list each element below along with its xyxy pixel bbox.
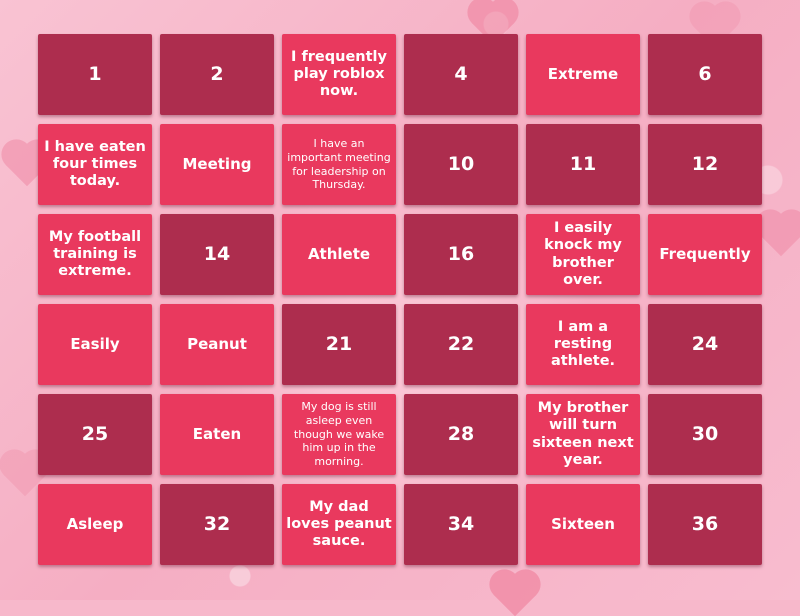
tile-18[interactable]: Frequently <box>648 214 762 295</box>
tile-label: 32 <box>203 513 231 536</box>
tile-label: 6 <box>698 63 712 86</box>
tile-label: Meeting <box>182 154 252 173</box>
tile-26[interactable]: Eaten <box>160 394 274 475</box>
tile-13[interactable]: My football training is extreme. <box>38 214 152 295</box>
tile-17[interactable]: I easily knock my brother over. <box>526 214 640 295</box>
tile-label: I am a resting athlete. <box>550 318 616 370</box>
tile-34[interactable]: 34 <box>404 484 518 565</box>
tile-label: 14 <box>203 243 231 266</box>
tile-label: I have eaten four times today. <box>44 138 146 190</box>
tile-19[interactable]: Easily <box>38 304 152 385</box>
heart-icon <box>493 573 537 616</box>
tile-label: 4 <box>454 63 468 86</box>
tile-15[interactable]: Athlete <box>282 214 396 295</box>
tile-label: Sixteen <box>551 514 615 533</box>
tile-32[interactable]: 32 <box>160 484 274 565</box>
tile-5[interactable]: Extreme <box>526 34 640 115</box>
tile-label: My dog is still asleep even though we wa… <box>293 400 385 469</box>
tile-29[interactable]: My brother will turn sixteen next year. <box>526 394 640 475</box>
tile-31[interactable]: Asleep <box>38 484 152 565</box>
tile-27[interactable]: My dog is still asleep even though we wa… <box>282 394 396 475</box>
tile-33[interactable]: My dad loves peanut sauce. <box>282 484 396 565</box>
tile-24[interactable]: 24 <box>648 304 762 385</box>
tile-label: 2 <box>210 63 224 86</box>
tile-21[interactable]: 21 <box>282 304 396 385</box>
tile-label: Easily <box>70 334 120 353</box>
tile-label: 34 <box>447 513 475 536</box>
tile-label: 24 <box>691 333 719 356</box>
tile-label: I have an important meeting for leadersh… <box>287 137 391 192</box>
tile-label: Eaten <box>192 424 242 443</box>
tile-22[interactable]: 22 <box>404 304 518 385</box>
tile-label: 16 <box>447 243 475 266</box>
tile-6[interactable]: 6 <box>648 34 762 115</box>
tile-label: 21 <box>325 333 353 356</box>
tile-36[interactable]: 36 <box>648 484 762 565</box>
tile-9[interactable]: I have an important meeting for leadersh… <box>282 124 396 205</box>
tile-label: I frequently play roblox now. <box>291 48 387 100</box>
tile-30[interactable]: 30 <box>648 394 762 475</box>
tile-label: 28 <box>447 423 475 446</box>
tile-label: 25 <box>81 423 109 446</box>
tile-16[interactable]: 16 <box>404 214 518 295</box>
tile-7[interactable]: I have eaten four times today. <box>38 124 152 205</box>
tile-23[interactable]: I am a resting athlete. <box>526 304 640 385</box>
tile-label: 10 <box>447 153 475 176</box>
tile-25[interactable]: 25 <box>38 394 152 475</box>
heart-icon <box>759 213 800 257</box>
tile-label: Extreme <box>547 64 619 83</box>
tile-label: 12 <box>691 153 719 176</box>
tile-label: Athlete <box>307 244 371 263</box>
tile-10[interactable]: 10 <box>404 124 518 205</box>
tile-label: 30 <box>691 423 719 446</box>
tile-35[interactable]: Sixteen <box>526 484 640 565</box>
tile-20[interactable]: Peanut <box>160 304 274 385</box>
tile-label: 11 <box>569 153 597 176</box>
tile-label: My dad loves peanut sauce. <box>286 498 392 550</box>
tile-11[interactable]: 11 <box>526 124 640 205</box>
tile-label: I easily knock my brother over. <box>544 220 622 288</box>
tile-12[interactable]: 12 <box>648 124 762 205</box>
tile-3[interactable]: I frequently play roblox now. <box>282 34 396 115</box>
tile-label: 22 <box>447 333 475 356</box>
tile-label: 36 <box>691 513 719 536</box>
tile-1[interactable]: 1 <box>38 34 152 115</box>
tile-label: Frequently <box>659 244 751 263</box>
tile-label: Peanut <box>187 334 247 353</box>
tile-label: My brother will turn sixteen next year. <box>532 400 634 468</box>
tile-14[interactable]: 14 <box>160 214 274 295</box>
tile-8[interactable]: Meeting <box>160 124 274 205</box>
tile-4[interactable]: 4 <box>404 34 518 115</box>
tile-label: Asleep <box>66 514 124 533</box>
tile-label: My football training is extreme. <box>48 228 142 280</box>
tile-label: 1 <box>88 63 102 86</box>
tile-28[interactable]: 28 <box>404 394 518 475</box>
tile-2[interactable]: 2 <box>160 34 274 115</box>
